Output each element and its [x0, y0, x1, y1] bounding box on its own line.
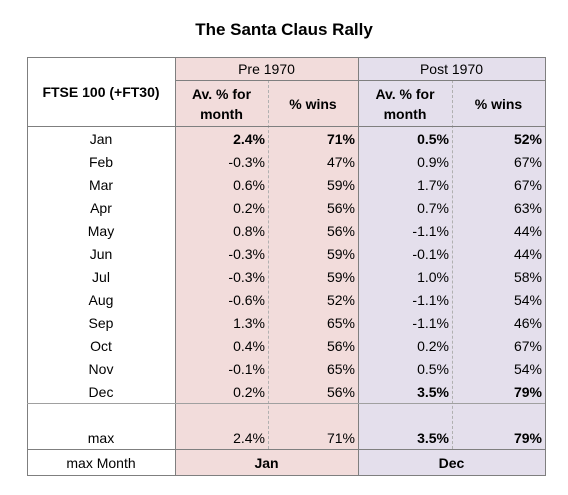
table-cell: 54%: [513, 360, 542, 377]
table-cell: 79%: [513, 429, 542, 446]
v-line: [452, 80, 453, 449]
v-line: [545, 57, 546, 476]
row-label: max: [87, 429, 115, 446]
table-cell: 46%: [513, 314, 542, 331]
h-line: [175, 80, 545, 81]
table-cell: -0.1%: [412, 245, 449, 262]
v-line: [268, 80, 269, 449]
row-label: May: [87, 222, 115, 239]
table-cell: 3.5%: [417, 429, 449, 446]
table-cell: 44%: [513, 222, 542, 239]
group-header: Pre 1970: [238, 60, 295, 77]
h-line: [27, 403, 545, 404]
table-cell: 52%: [513, 130, 542, 147]
table-cell: -1.1%: [412, 222, 449, 239]
row-label: Jul: [92, 268, 110, 285]
table-cell: 1.3%: [233, 314, 265, 331]
row-label: Feb: [88, 153, 114, 170]
table-cell: 0.7%: [417, 199, 449, 216]
table-cell: 71%: [326, 429, 355, 446]
table-cell: 1.7%: [417, 176, 449, 193]
table-cell: 3.5%: [417, 383, 449, 400]
row-label: Jun: [89, 245, 113, 262]
table-cell: 0.2%: [233, 199, 265, 216]
column-header: Av. % for month: [375, 85, 435, 122]
table-cell: 67%: [513, 337, 542, 354]
table-cell: 0.5%: [417, 130, 449, 147]
table-cell: -0.3%: [228, 245, 265, 262]
table-cell: 0.5%: [417, 360, 449, 377]
table-cell: 59%: [326, 268, 355, 285]
table-cell: 0.2%: [233, 383, 265, 400]
column-header: % wins: [289, 95, 337, 112]
table-cell: 0.4%: [233, 337, 265, 354]
row-header: FTSE 100 (+FT30): [42, 83, 160, 100]
row-label: Aug: [88, 291, 114, 308]
row-label: Dec: [88, 383, 114, 400]
table-cell: 65%: [326, 360, 355, 377]
h-line: [27, 126, 545, 127]
table-cell: 56%: [326, 337, 355, 354]
table-cell: 71%: [326, 130, 355, 147]
table-cell: 0.6%: [233, 176, 265, 193]
row-label: Oct: [90, 337, 112, 354]
v-line: [27, 57, 28, 475]
table-cell: 1.0%: [417, 268, 449, 285]
table-cell: 56%: [326, 222, 355, 239]
title: The Santa Claus Rally: [195, 20, 373, 39]
table-cell: 59%: [326, 176, 355, 193]
table-cell: -1.1%: [412, 314, 449, 331]
table-cell: Dec: [438, 454, 465, 471]
table-cell: -0.3%: [228, 153, 265, 170]
h-line: [27, 449, 545, 450]
table-cell: Jan: [254, 454, 279, 471]
table-cell: 2.4%: [233, 130, 265, 147]
table-cell: 59%: [326, 245, 355, 262]
table-cell: 63%: [513, 199, 542, 216]
row-label: Mar: [88, 176, 114, 193]
table-cell: 67%: [513, 176, 542, 193]
group-header: Post 1970: [419, 60, 484, 77]
table-cell: -0.3%: [228, 268, 265, 285]
table-cell: 56%: [326, 383, 355, 400]
table-cell: 65%: [326, 314, 355, 331]
table-cell: 47%: [326, 153, 355, 170]
row-label: Sep: [88, 314, 114, 331]
table-cell: 52%: [326, 291, 355, 308]
table-cell: -0.1%: [228, 360, 265, 377]
table-cell: 79%: [513, 383, 542, 400]
table-cell: 67%: [513, 153, 542, 170]
table-cell: -1.1%: [412, 291, 449, 308]
row-label: Nov: [88, 360, 114, 377]
row-label: max Month: [66, 454, 136, 471]
table-cell: 54%: [513, 291, 542, 308]
table-cell: 2.4%: [233, 429, 265, 446]
column-header: Av. % for month: [191, 85, 252, 122]
table-cell: 58%: [513, 268, 542, 285]
table-cell: 44%: [513, 245, 542, 262]
row-label: Jan: [89, 130, 113, 147]
v-line: [175, 57, 176, 475]
column-header: % wins: [474, 95, 523, 112]
table-cell: 0.2%: [417, 337, 449, 354]
table-cell: 0.8%: [233, 222, 265, 239]
h-line: [27, 57, 545, 58]
table-cell: 56%: [326, 199, 355, 216]
h-line: [27, 475, 545, 476]
row-label: Apr: [90, 199, 112, 216]
table-cell: 0.9%: [417, 153, 449, 170]
v-line: [358, 57, 359, 475]
table-cell: -0.6%: [228, 291, 265, 308]
